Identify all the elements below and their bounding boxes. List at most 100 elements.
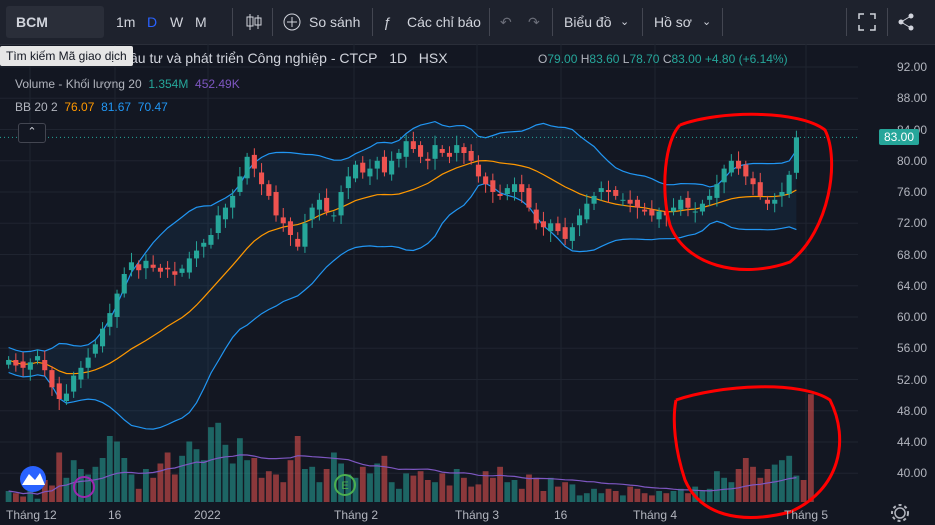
volume-bar (656, 491, 662, 502)
volume-bar (403, 473, 409, 502)
volume-bar (5, 491, 12, 502)
candle-body (757, 182, 763, 196)
chevron-down-icon[interactable]: ⌄ (620, 16, 630, 28)
volume-bar (280, 482, 287, 502)
volume-legend[interactable]: Volume - Khối lượng 20 1.354M 452.49K (15, 77, 240, 91)
function-icon[interactable]: ƒ (383, 14, 391, 30)
volume-bar (251, 458, 258, 502)
volume-bar (135, 488, 142, 502)
company-name: ầu tư và phát triển Công nghiệp - CTCP (130, 50, 378, 66)
volume-bar (417, 471, 424, 502)
interval-d-button[interactable]: D (147, 14, 158, 30)
candle-body (259, 172, 265, 185)
volume-bar (511, 480, 518, 502)
high-value: 83.60 (589, 52, 620, 66)
candle-body (92, 344, 98, 354)
volume-bar (323, 469, 330, 502)
volume-bar (526, 474, 532, 502)
volume-bar (179, 455, 185, 502)
volume-bar (157, 463, 164, 502)
volume-bar (735, 469, 742, 502)
candle-body (345, 176, 351, 189)
volume-bar (649, 495, 655, 502)
volume-bar (453, 469, 460, 502)
volume-bar (482, 471, 489, 502)
candle-body (237, 176, 243, 192)
candle-body (699, 203, 705, 212)
candle-body (772, 199, 778, 204)
volume-bar (808, 394, 814, 502)
candle-body (27, 362, 33, 370)
volume-bar (34, 498, 41, 502)
chevron-down-icon[interactable]: ⌄ (702, 16, 712, 28)
volume-bar (193, 449, 200, 502)
candle-body (266, 184, 272, 196)
volume-bar (273, 474, 279, 502)
redo-icon[interactable]: ↷ (528, 14, 540, 30)
indicators-button[interactable]: Các chỉ báo (407, 14, 481, 30)
volume-bar (533, 477, 540, 502)
candle-body (194, 250, 200, 259)
candle-body (418, 145, 424, 157)
profile-button[interactable]: Hồ sơ (654, 14, 692, 30)
volume-bar (49, 485, 55, 502)
time-tick-label: Tháng 2 (334, 508, 379, 522)
candle-body (165, 267, 171, 270)
low-value: 78.70 (629, 52, 660, 66)
volume-ma-line (8, 454, 797, 495)
candle-body (85, 357, 91, 368)
interval-m-button[interactable]: M (195, 14, 207, 30)
volume-bar (620, 495, 626, 502)
candle-body (468, 151, 474, 161)
fullscreen-icon[interactable] (857, 12, 877, 32)
share-icon[interactable] (896, 12, 916, 32)
candle-body (642, 209, 648, 212)
candle-body (107, 313, 113, 327)
bb-mid-value: 76.07 (64, 100, 95, 114)
volume-bar (439, 473, 446, 502)
volume-bar (128, 474, 135, 502)
volume-bar (685, 493, 691, 502)
candle-body (512, 184, 518, 192)
plus-circle-icon[interactable] (282, 12, 302, 32)
candle-body (620, 199, 626, 201)
toolbar-divider (642, 8, 643, 36)
volume-bar (222, 444, 229, 502)
candle-body (649, 209, 655, 216)
candles-icon[interactable] (244, 12, 264, 32)
collapse-legend-button[interactable]: ⌃ (18, 123, 46, 143)
volume-bar (381, 455, 388, 502)
volume-bar (641, 493, 648, 502)
volume-bar (771, 464, 778, 502)
volume-bar (106, 436, 113, 502)
interval-1m-button[interactable]: 1m (116, 14, 136, 30)
candle-body (316, 199, 322, 210)
candle-body (71, 375, 77, 392)
volume-bar (164, 452, 171, 502)
candle-body (114, 293, 120, 317)
volume-bar (70, 460, 77, 502)
time-tick-label: Tháng 4 (633, 508, 678, 522)
volume-bar (229, 463, 236, 502)
price-tick-label: 44.00 (896, 435, 927, 449)
candle-body (425, 158, 431, 161)
candle-body (432, 145, 438, 159)
interval-w-button[interactable]: W (170, 14, 184, 30)
volume-bar (215, 422, 222, 502)
settings-gear-icon[interactable] (890, 503, 910, 523)
candle-body (367, 168, 373, 177)
volume-bar (540, 491, 547, 502)
candle-body (685, 197, 691, 208)
bb-legend[interactable]: BB 20 2 76.07 81.67 70.47 (15, 100, 168, 114)
candle-body (519, 184, 525, 192)
candle-body (150, 264, 156, 268)
legend-exchange: HSX (418, 50, 448, 66)
undo-icon[interactable]: ↶ (500, 14, 512, 30)
candle-body (743, 164, 749, 177)
volume-bar (504, 482, 511, 502)
volume-bar (294, 436, 301, 502)
symbol-search-box[interactable]: BCM (6, 6, 104, 38)
chart-type-button[interactable]: Biểu đồ (564, 14, 612, 30)
compare-button[interactable]: So sánh (309, 14, 361, 30)
